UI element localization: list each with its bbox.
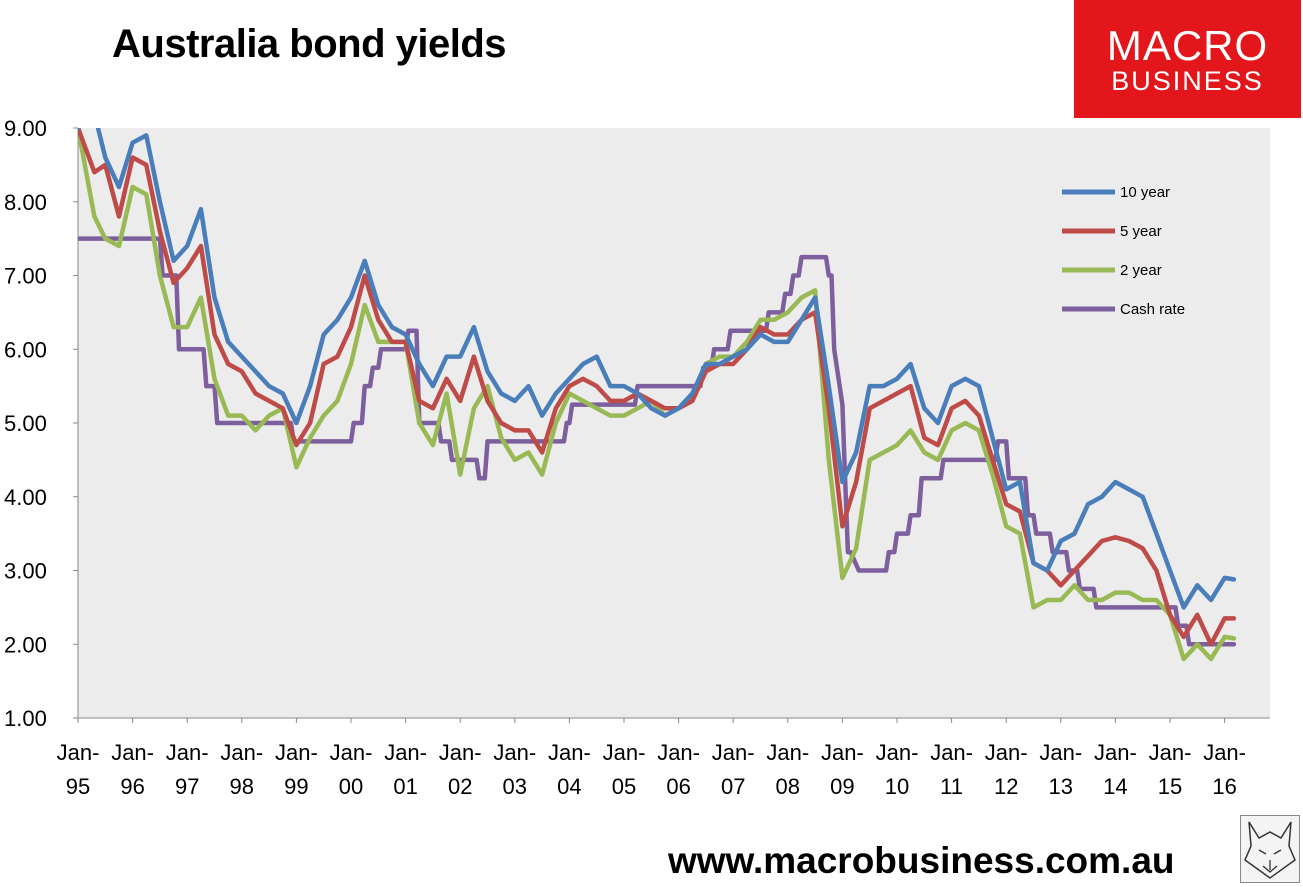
x-tick-label-top: Jan- (330, 740, 373, 765)
series-line-cash-rate (78, 236, 1237, 647)
x-tick-label-bottom: 16 (1212, 774, 1236, 799)
x-tick-label-top: Jan- (1149, 740, 1192, 765)
x-tick-label-top: Jan- (985, 740, 1028, 765)
logo-line-2: BUSINESS (1111, 66, 1264, 96)
x-tick-label-top: Jan- (166, 740, 209, 765)
y-tick-label: 9.00 (4, 116, 47, 141)
y-tick-label: 8.00 (4, 190, 47, 215)
x-tick-label-top: Jan- (493, 740, 536, 765)
x-tick-label-bottom: 10 (885, 774, 909, 799)
x-tick-label-bottom: 00 (339, 774, 363, 799)
x-tick-label-bottom: 07 (721, 774, 745, 799)
x-tick-label-top: Jan- (821, 740, 864, 765)
legend-label: 10 year (1120, 184, 1170, 201)
x-tick-label-bottom: 05 (612, 774, 636, 799)
y-tick-label: 6.00 (4, 337, 47, 362)
x-tick-label-top: Jan- (712, 740, 755, 765)
x-tick-label-top: Jan- (57, 740, 100, 765)
x-tick-label-top: Jan- (220, 740, 263, 765)
x-tick-label-bottom: 99 (284, 774, 308, 799)
x-tick-label-bottom: 98 (230, 774, 254, 799)
macrobusiness-logo[interactable]: MACRO BUSINESS (1074, 0, 1301, 118)
x-tick-label-bottom: 12 (994, 774, 1018, 799)
x-tick-label-bottom: 06 (666, 774, 690, 799)
x-tick-label-top: Jan- (1039, 740, 1082, 765)
legend-label: Cash rate (1120, 301, 1185, 318)
y-tick-label: 4.00 (4, 485, 47, 510)
series-lines (78, 128, 1237, 662)
x-tick-label-top: Jan- (111, 740, 154, 765)
x-tick-label-bottom: 01 (393, 774, 417, 799)
legend-label: 2 year (1120, 262, 1162, 279)
legend-label: 5 year (1120, 223, 1162, 240)
x-tick-label-top: Jan- (1094, 740, 1137, 765)
x-tick-label-bottom: 09 (830, 774, 854, 799)
x-tick-label-bottom: 96 (120, 774, 144, 799)
chart-title: Australia bond yields (112, 22, 507, 66)
x-tick-label-top: Jan- (766, 740, 809, 765)
x-tick-label-bottom: 95 (66, 774, 90, 799)
wolf-logo-icon (1240, 815, 1300, 883)
x-tick-label-top: Jan- (439, 740, 482, 765)
x-tick-label-top: Jan- (603, 740, 646, 765)
x-tick-label-top: Jan- (548, 740, 591, 765)
x-tick-label-bottom: 04 (557, 774, 581, 799)
x-tick-label-bottom: 03 (503, 774, 527, 799)
x-tick-label-bottom: 97 (175, 774, 199, 799)
series-line-2-year (78, 128, 1237, 662)
y-tick-label: 7.00 (4, 264, 47, 289)
x-tick-label-bottom: 14 (1103, 774, 1127, 799)
x-tick-label-bottom: 15 (1158, 774, 1182, 799)
y-tick-label: 5.00 (4, 411, 47, 436)
legend: 10 year 5 year 2 year Cash rate (1062, 184, 1185, 318)
x-tick-label-top: Jan- (275, 740, 318, 765)
x-tick-label-bottom: 02 (448, 774, 472, 799)
x-tick-label-bottom: 13 (1049, 774, 1073, 799)
series-line-10-year (78, 128, 1237, 610)
x-tick-label-bottom: 08 (776, 774, 800, 799)
x-tick-label-top: Jan- (657, 740, 700, 765)
x-tick-label-bottom: 11 (940, 774, 963, 799)
y-tick-label: 2.00 (4, 632, 47, 657)
logo-line-1: MACRO (1106, 22, 1269, 69)
y-tick-label: 3.00 (4, 559, 47, 584)
x-tick-label-top: Jan- (384, 740, 427, 765)
x-tick-label-top: Jan- (930, 740, 973, 765)
footer-url[interactable]: www.macrobusiness.com.au (668, 840, 1175, 881)
y-tick-label: 1.00 (4, 706, 47, 731)
x-tick-label-top: Jan- (876, 740, 919, 765)
axes: 9.00 8.00 7.00 6.00 5.00 4.00 3.00 2.00 1.00 Jan-… (4, 116, 1270, 799)
x-tick-label-top: Jan- (1203, 740, 1246, 765)
